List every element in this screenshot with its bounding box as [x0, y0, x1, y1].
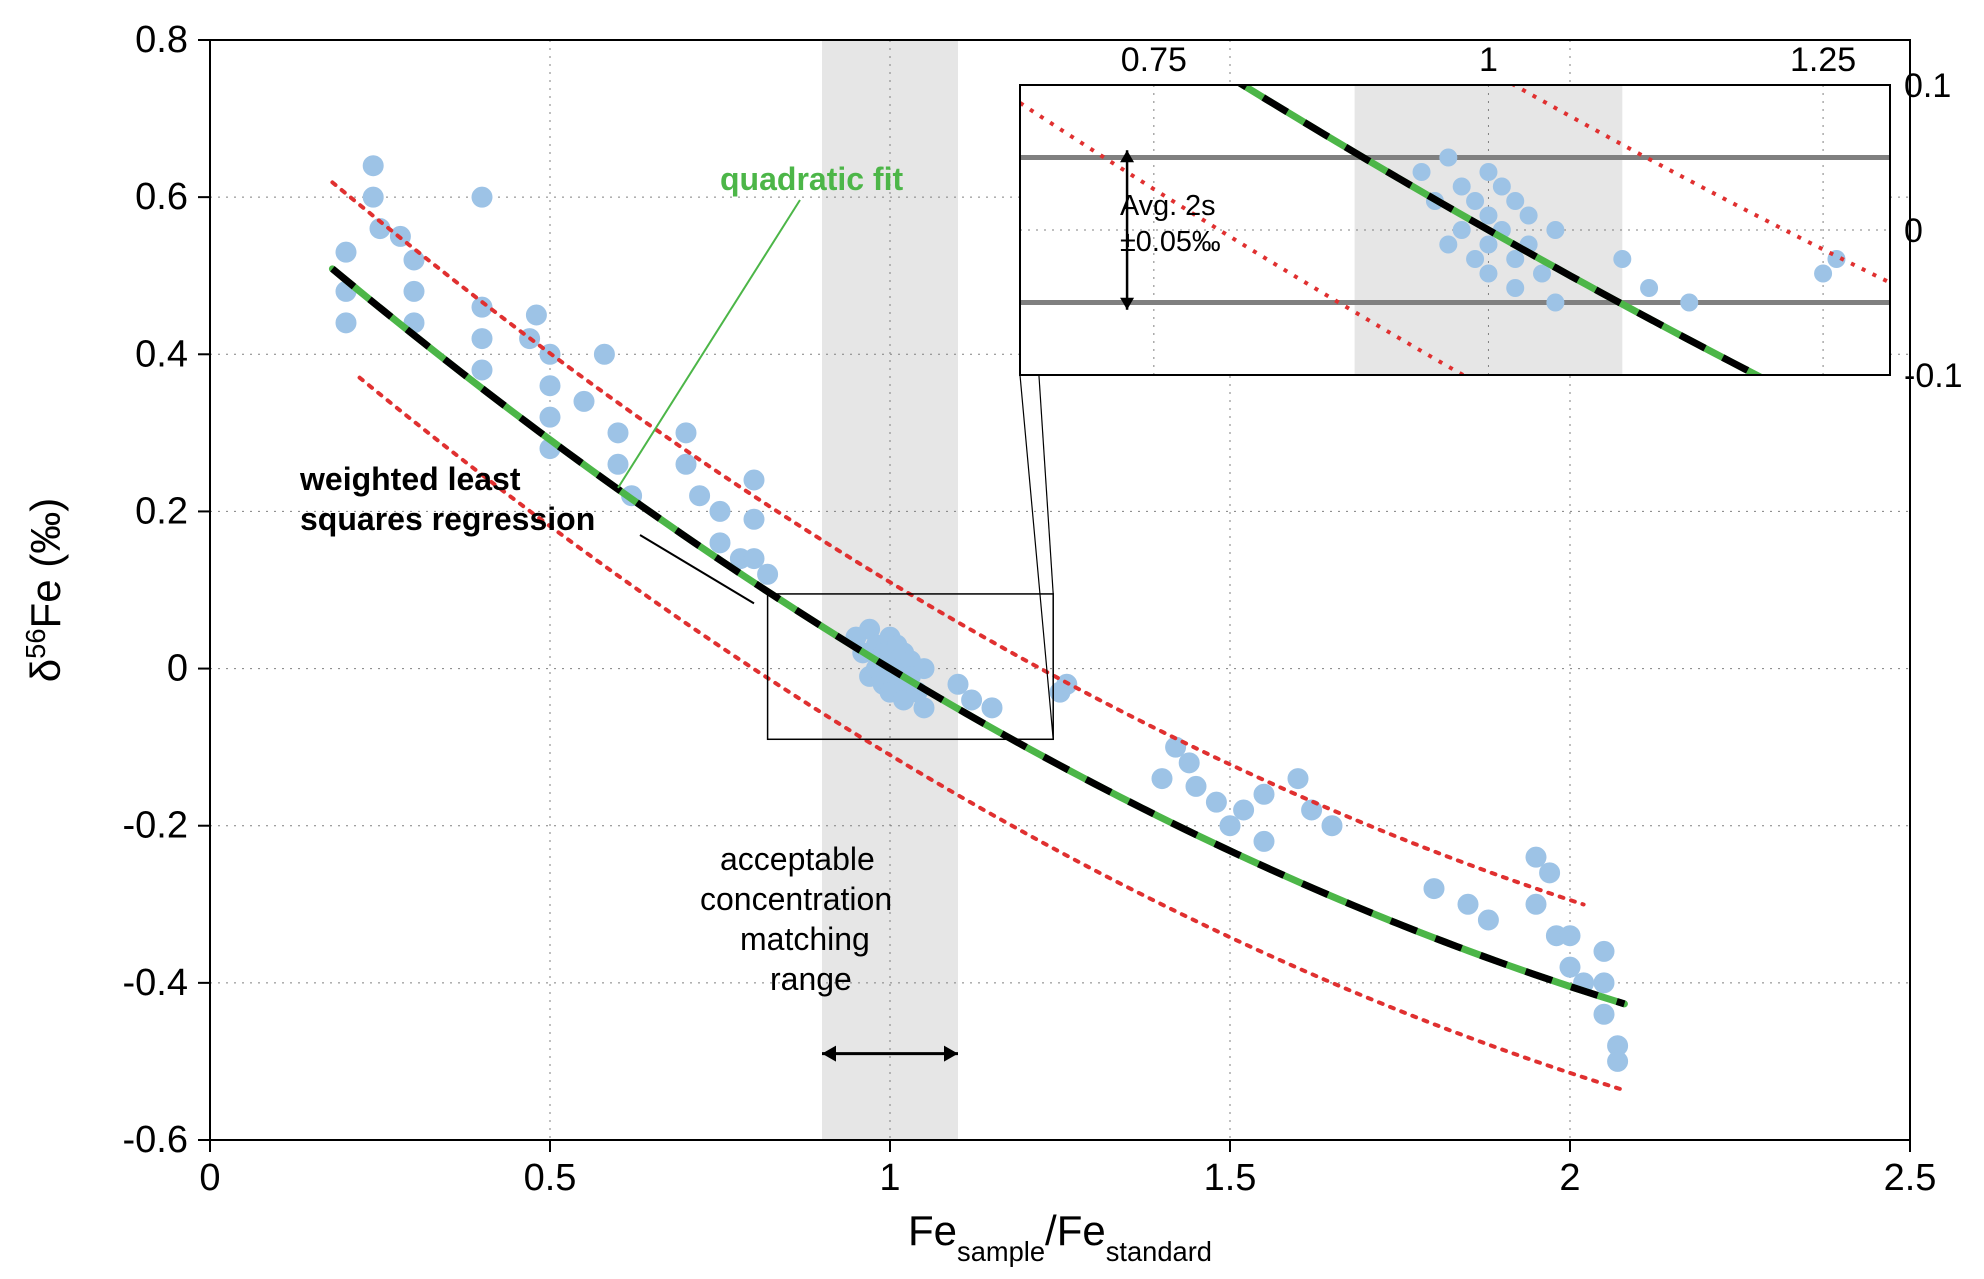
scatter-point	[1458, 894, 1478, 914]
scatter-point	[710, 533, 730, 553]
scatter-point	[608, 454, 628, 474]
scatter-point	[1526, 894, 1546, 914]
scatter-point	[1234, 800, 1254, 820]
scatter-point	[758, 564, 778, 584]
scatter-point	[1594, 941, 1614, 961]
scatter-point	[1526, 847, 1546, 867]
inset-xtick: 0.75	[1121, 41, 1187, 79]
label-wls-1: weighted least	[299, 461, 521, 497]
scatter-point	[1560, 957, 1580, 977]
scatter-point	[1152, 769, 1172, 789]
scatter-chart: 00.511.522.5-0.6-0.4-0.200.20.40.60.8Fes…	[0, 0, 1984, 1279]
scatter-point	[744, 549, 764, 569]
scatter-point	[472, 360, 492, 380]
xtick-label: 2	[1559, 1157, 1580, 1199]
scatter-point	[540, 376, 560, 396]
scatter-point	[540, 407, 560, 427]
scatter-point	[1206, 792, 1226, 812]
label-wls-2: squares regression	[300, 501, 595, 537]
label-quadratic-fit: quadratic fit	[720, 161, 903, 197]
ytick-label: 0.8	[135, 19, 188, 61]
scatter-point	[1478, 910, 1498, 930]
scatter-point	[914, 698, 934, 718]
scatter-point	[982, 698, 1002, 718]
inset-ytick: 0	[1904, 212, 1923, 250]
ytick-label: -0.2	[123, 805, 188, 847]
ytick-label: 0.2	[135, 490, 188, 532]
scatter-point	[1594, 973, 1614, 993]
label-match-1: concentration	[700, 881, 892, 917]
xtick-label: 2.5	[1884, 1157, 1937, 1199]
scatter-point	[676, 423, 696, 443]
inset-avg-1: Avg. 2s	[1120, 190, 1216, 222]
scatter-point	[1220, 816, 1240, 836]
scatter-point	[404, 281, 424, 301]
ytick-label: 0.4	[135, 333, 188, 375]
xtick-label: 1.5	[1204, 1157, 1257, 1199]
scatter-point	[574, 391, 594, 411]
scatter-point	[363, 156, 383, 176]
scatter-point	[676, 454, 696, 474]
scatter-point	[1254, 784, 1274, 804]
scatter-point	[594, 344, 614, 364]
scatter-point	[1608, 1051, 1628, 1071]
scatter-point	[526, 305, 546, 325]
scatter-point	[1254, 831, 1274, 851]
scatter-point	[914, 659, 934, 679]
scatter-point	[948, 674, 968, 694]
label-match-3: range	[770, 961, 852, 997]
label-match-0: acceptable	[720, 841, 875, 877]
scatter-point	[472, 187, 492, 207]
ytick-label: -0.6	[123, 1119, 188, 1161]
ytick-label: 0	[167, 648, 188, 690]
scatter-point	[744, 470, 764, 490]
scatter-point	[336, 313, 356, 333]
scatter-point	[1322, 816, 1342, 836]
inset-avg-2: ±0.05‰	[1120, 226, 1221, 258]
scatter-point	[744, 509, 764, 529]
scatter-point	[1186, 776, 1206, 796]
inset-ytick: -0.1	[1904, 357, 1963, 395]
xtick-label: 1	[879, 1157, 900, 1199]
scatter-point	[336, 242, 356, 262]
scatter-point	[1594, 1004, 1614, 1024]
scatter-point	[608, 423, 628, 443]
label-match-2: matching	[740, 921, 870, 957]
scatter-point	[690, 486, 710, 506]
scatter-point	[1288, 769, 1308, 789]
scatter-point	[1179, 753, 1199, 773]
scatter-point	[472, 329, 492, 349]
scatter-point	[710, 501, 730, 521]
scatter-point	[962, 690, 982, 710]
ytick-label: -0.4	[123, 962, 188, 1004]
scatter-point	[1560, 926, 1580, 946]
scatter-point	[1424, 879, 1444, 899]
scatter-point	[1540, 863, 1560, 883]
inset-ytick: 0.1	[1904, 67, 1951, 105]
scatter-point	[363, 187, 383, 207]
xtick-label: 0.5	[524, 1157, 577, 1199]
ytick-label: 0.6	[135, 176, 188, 218]
inset-xtick: 1.25	[1790, 41, 1856, 79]
scatter-point	[472, 297, 492, 317]
inset-xtick: 1	[1479, 41, 1498, 79]
xtick-label: 0	[199, 1157, 220, 1199]
